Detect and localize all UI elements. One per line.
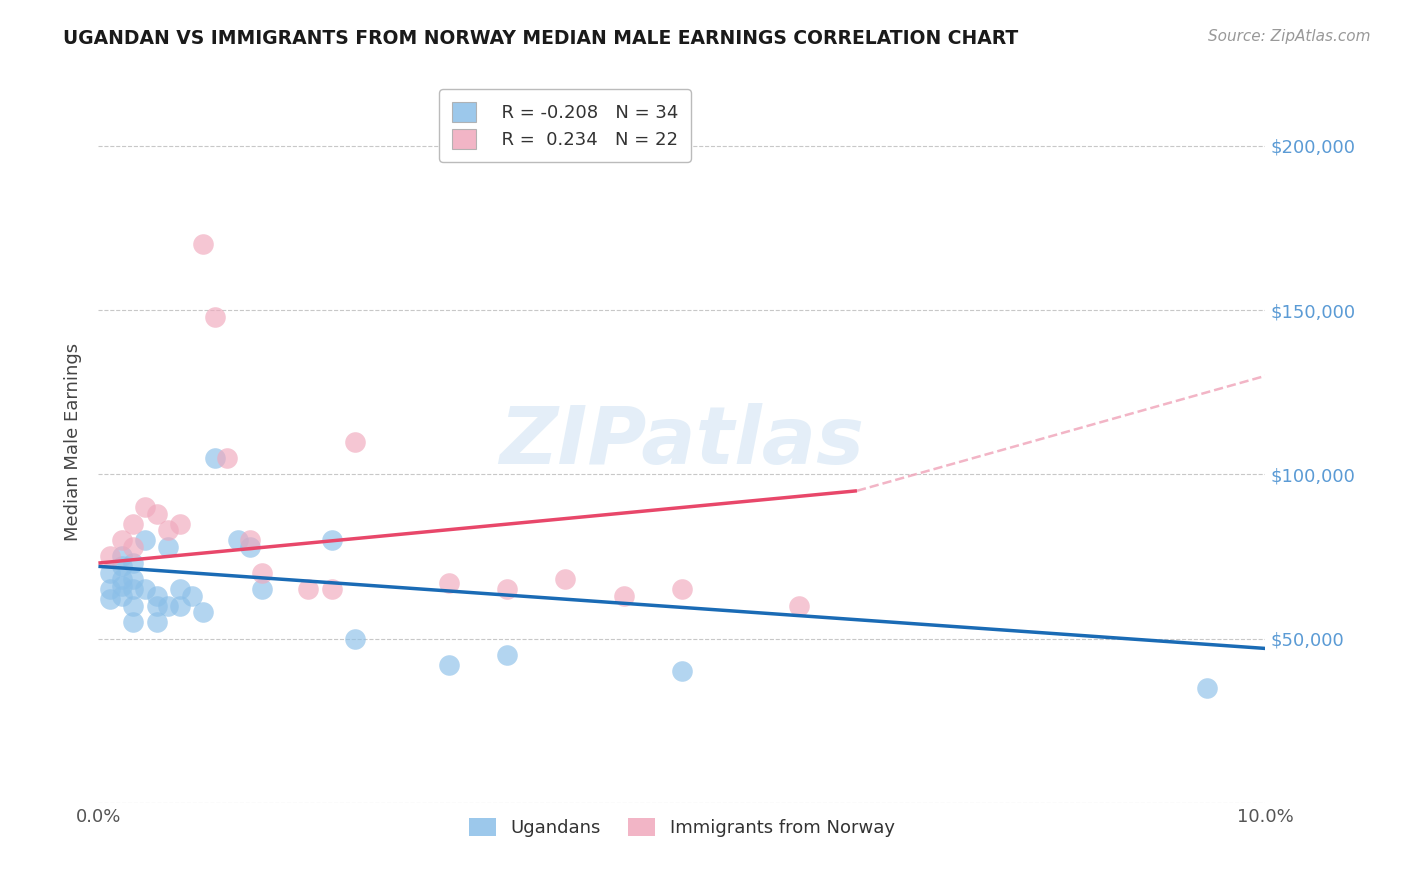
Point bbox=[437, 657, 460, 672]
Point bbox=[157, 599, 180, 613]
Point bbox=[496, 582, 519, 597]
Point bbox=[111, 579, 134, 593]
Point bbox=[215, 450, 238, 465]
Point bbox=[297, 582, 319, 597]
Point bbox=[250, 582, 273, 597]
Point bbox=[239, 540, 262, 554]
Point bbox=[122, 516, 145, 531]
Point bbox=[157, 540, 180, 554]
Point bbox=[250, 566, 273, 580]
Point bbox=[146, 589, 169, 603]
Text: UGANDAN VS IMMIGRANTS FROM NORWAY MEDIAN MALE EARNINGS CORRELATION CHART: UGANDAN VS IMMIGRANTS FROM NORWAY MEDIAN… bbox=[63, 29, 1018, 47]
Point bbox=[787, 599, 810, 613]
Point bbox=[496, 648, 519, 662]
Point bbox=[98, 566, 121, 580]
Point bbox=[671, 665, 693, 679]
Text: Source: ZipAtlas.com: Source: ZipAtlas.com bbox=[1208, 29, 1371, 44]
Point bbox=[193, 605, 215, 619]
Point bbox=[111, 559, 134, 574]
Point bbox=[134, 533, 156, 547]
Point bbox=[1195, 681, 1218, 695]
Point bbox=[134, 500, 156, 515]
Point bbox=[344, 434, 367, 449]
Point bbox=[98, 592, 121, 607]
Y-axis label: Median Male Earnings: Median Male Earnings bbox=[65, 343, 83, 541]
Point bbox=[98, 582, 121, 597]
Legend: Ugandans, Immigrants from Norway: Ugandans, Immigrants from Norway bbox=[463, 811, 901, 845]
Point bbox=[204, 450, 226, 465]
Point bbox=[180, 589, 202, 603]
Point bbox=[344, 632, 367, 646]
Point bbox=[146, 599, 169, 613]
Point bbox=[146, 507, 169, 521]
Point bbox=[612, 589, 634, 603]
Point bbox=[193, 237, 215, 252]
Point bbox=[111, 589, 134, 603]
Point bbox=[111, 533, 134, 547]
Point bbox=[157, 523, 180, 537]
Point bbox=[671, 582, 693, 597]
Point bbox=[98, 549, 121, 564]
Point bbox=[321, 582, 343, 597]
Point bbox=[134, 582, 156, 597]
Text: ZIPatlas: ZIPatlas bbox=[499, 402, 865, 481]
Point bbox=[169, 599, 191, 613]
Point bbox=[204, 310, 226, 324]
Point bbox=[554, 573, 576, 587]
Point bbox=[122, 556, 145, 570]
Point bbox=[122, 582, 145, 597]
Point bbox=[122, 615, 145, 630]
Point bbox=[437, 575, 460, 590]
Point bbox=[239, 533, 262, 547]
Point bbox=[111, 573, 134, 587]
Point bbox=[122, 540, 145, 554]
Point bbox=[321, 533, 343, 547]
Point bbox=[122, 573, 145, 587]
Point bbox=[228, 533, 250, 547]
Point bbox=[122, 599, 145, 613]
Point bbox=[169, 582, 191, 597]
Point bbox=[146, 615, 169, 630]
Point bbox=[111, 549, 134, 564]
Point bbox=[169, 516, 191, 531]
